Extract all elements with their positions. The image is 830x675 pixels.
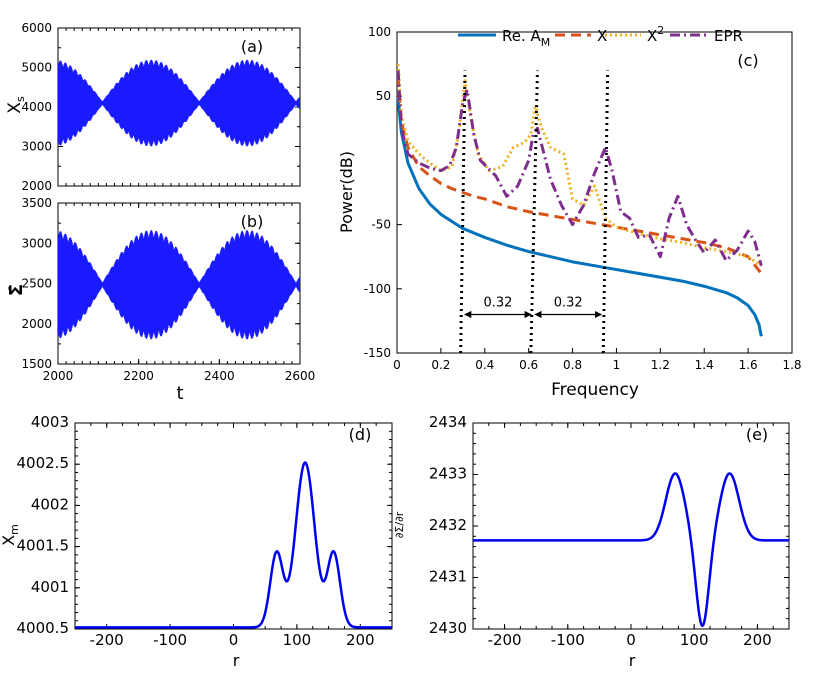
y-tick-label: -100 (364, 282, 391, 296)
series-line-X (397, 76, 763, 275)
y-tick-label: 3000 (21, 140, 52, 154)
plot-frame (74, 422, 393, 630)
x-tick-label: 0 (393, 358, 401, 372)
y-axis-label: Power(dB) (337, 151, 356, 233)
panel-label: (d) (349, 425, 372, 444)
panel-c: -150 -100 -50 50 100 0 0.2 0.4 0.6 0.8 1 1.2 1.4 1.6 1… (337, 24, 802, 400)
y-tick-label: 2434 (429, 413, 467, 431)
y-tick-label: 4001 (31, 578, 69, 596)
panel-label: (c) (737, 51, 758, 70)
y-tick-label: 2430 (429, 619, 467, 637)
y-tick-label: -50 (371, 218, 391, 232)
panel-a: 2000 3000 4000 5000 6000 (a) Xs (5, 21, 301, 193)
x-tick-label: 0.2 (431, 358, 450, 372)
panel-label: (b) (241, 212, 264, 231)
y-tick-label: 4002 (31, 495, 69, 513)
x-tick-label: 1.4 (695, 358, 714, 372)
y-tick-label: -150 (364, 346, 391, 360)
x-axis-label: t (176, 383, 183, 404)
panel-d: 4000.5 4001 4001.5 4002 4002.5 4003 -200 -100 0 1… (0, 413, 393, 670)
x-tick-label: 1.6 (739, 358, 758, 372)
series-line-X_s (58, 59, 300, 147)
x-tick-label: 1 (613, 358, 621, 372)
legend-label: X2 (647, 24, 664, 45)
plot-frame (472, 422, 790, 630)
panel-e: 2430 2431 2432 2433 2434 -200 -100 0 100 200 (e) ∂Σ… (393, 413, 790, 670)
series-line-X-2 (397, 64, 763, 267)
x-tick-label: 2400 (204, 369, 235, 383)
y-tick-label: 2432 (429, 516, 467, 534)
y-tick-label: 6000 (21, 21, 52, 35)
x-tick-label: 2000 (43, 369, 74, 383)
y-tick-label: 2000 (21, 317, 52, 331)
legend-label: X (597, 27, 607, 45)
plot-frame (396, 31, 793, 354)
series-line-Re--A-M (397, 98, 763, 337)
peak-guide-line (601, 70, 610, 354)
x-axis-label: r (233, 651, 240, 670)
y-tick-label: 5000 (21, 61, 52, 75)
y-axis-label: Xm (0, 524, 21, 546)
interval-label: 0.32 (483, 295, 512, 310)
panel-label: (a) (241, 37, 263, 56)
x-tick-label: 100 (283, 631, 312, 649)
panel-label: (e) (746, 425, 768, 444)
y-tick-label: 2433 (429, 465, 467, 483)
y-tick-label: 4001.5 (17, 537, 70, 555)
series-line-EPR (397, 70, 763, 267)
peak-guide-line (529, 70, 539, 354)
x-axis-label: r (629, 651, 636, 670)
x-axis-label: Frequency (551, 380, 639, 400)
y-axis-label: ∂Σ/∂r (393, 511, 406, 538)
interval-label: 0.32 (554, 295, 583, 310)
y-axis-label: Xs (5, 96, 27, 114)
y-tick-label: 4003 (31, 413, 69, 431)
series-line-X_m (75, 461, 392, 629)
x-tick-label: 0.6 (519, 358, 538, 372)
x-tick-label: -200 (90, 631, 124, 649)
x-tick-label: 0 (626, 631, 636, 649)
x-tick-label: 0 (229, 631, 239, 649)
series-line-Sigma_dot (58, 229, 300, 340)
x-tick-label: 100 (680, 631, 709, 649)
x-tick-label: 1.8 (782, 358, 801, 372)
y-tick-label: 4000 (21, 100, 52, 114)
x-tick-label: 0.8 (563, 358, 582, 372)
y-tick-label: 2000 (21, 179, 52, 193)
legend-label: EPR (714, 27, 743, 45)
x-tick-label: 1.2 (651, 358, 670, 372)
x-tick-label: 2200 (123, 369, 154, 383)
x-tick-label: 200 (346, 631, 375, 649)
x-tick-label: -200 (488, 631, 522, 649)
y-tick-label: 4002.5 (17, 454, 70, 472)
y-tick-label: 1500 (21, 357, 52, 371)
y-tick-label: 4000.5 (17, 619, 70, 637)
y-tick-label: 100 (368, 25, 391, 39)
x-tick-label: 0.4 (475, 358, 494, 372)
y-tick-label: 2500 (21, 277, 52, 291)
peak-guide-line (459, 70, 467, 354)
x-tick-label: -100 (551, 631, 585, 649)
y-axis-label: Σ̇ (6, 284, 27, 296)
series-line-dSigma_dr (473, 472, 789, 628)
y-tick-label: 3000 (21, 236, 52, 250)
x-tick-label: -100 (153, 631, 187, 649)
legend-label: Re. AM (502, 27, 550, 49)
y-tick-label: 3500 (21, 196, 52, 210)
y-tick-label: 50 (376, 89, 391, 103)
x-tick-label: 2600 (285, 369, 316, 383)
x-tick-label: 200 (743, 631, 772, 649)
y-tick-label: 2431 (429, 568, 467, 586)
